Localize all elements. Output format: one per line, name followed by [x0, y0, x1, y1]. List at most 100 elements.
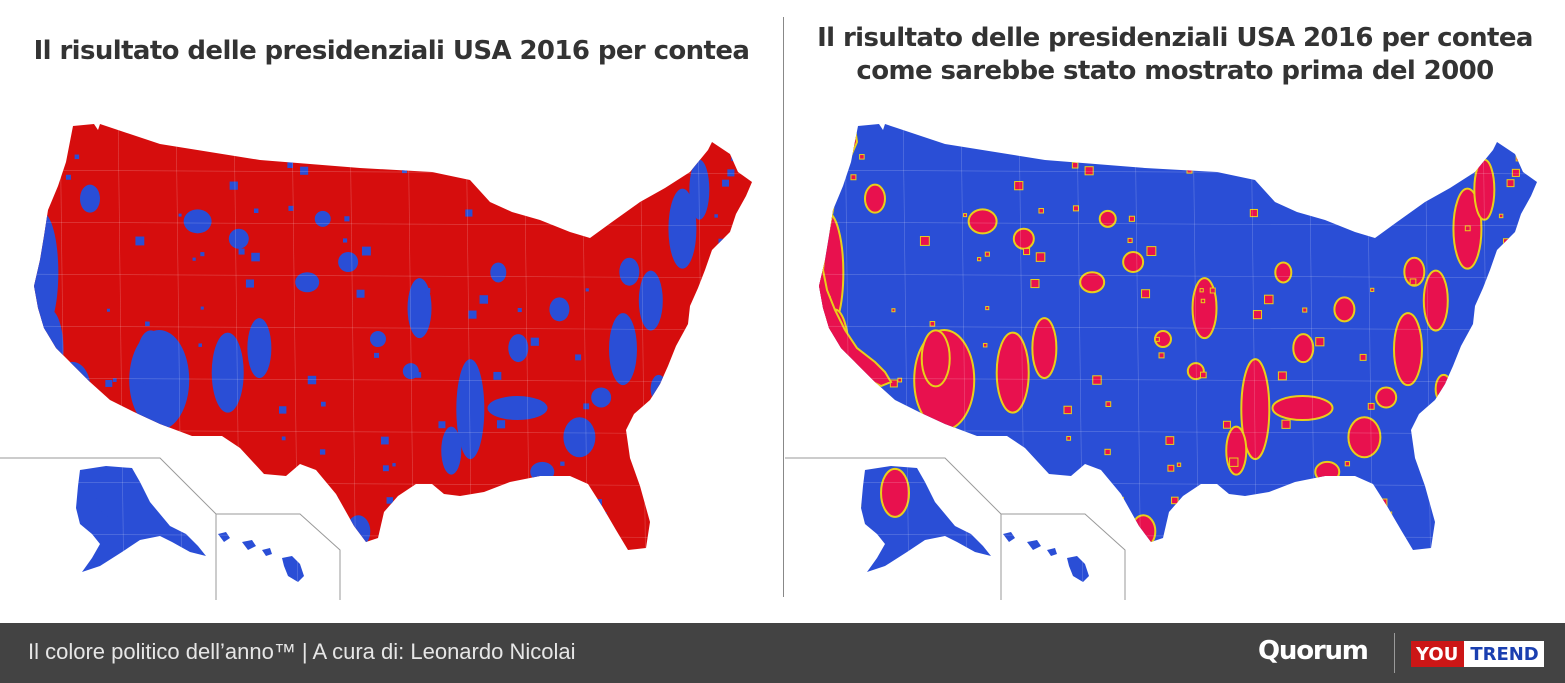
- quorum-logo: Quorum: [1258, 636, 1369, 666]
- county-cluster-right-18: [1422, 269, 1449, 332]
- footer-credit: Il colore politico dell’anno™ | A cura d…: [28, 639, 576, 664]
- county-blobs-right: [819, 126, 1526, 549]
- county-speck-right-35: [897, 377, 903, 383]
- county-cluster-left-34: [314, 210, 331, 227]
- county-speck-right-38: [1514, 268, 1519, 274]
- county-cluster-left-25: [346, 515, 371, 548]
- county-cluster-left-32: [402, 363, 419, 380]
- county-speck-left-11: [253, 208, 259, 213]
- county-speck-right-86: [998, 481, 1006, 489]
- county-speck-left-33: [510, 140, 516, 146]
- county-speck-left-75: [370, 337, 375, 342]
- county-speck-left-55: [293, 153, 298, 158]
- county-speck-left-32: [356, 289, 365, 298]
- county-speck-left-13: [705, 358, 709, 362]
- county-speck-right-28: [1171, 496, 1179, 505]
- county-speck-right-59: [1222, 420, 1231, 429]
- county-speck-right-76: [1200, 371, 1207, 379]
- county-speck-left-79: [74, 154, 80, 160]
- county-speck-left-12: [558, 172, 563, 177]
- county-cluster-right-33: [1274, 261, 1293, 284]
- county-speck-left-34: [331, 497, 339, 505]
- county-speck-left-53: [444, 458, 453, 467]
- county-speck-left-84: [718, 238, 725, 246]
- county-speck-right-52: [1302, 307, 1308, 313]
- county-speck-right-72: [1359, 353, 1367, 361]
- county-speck-left-35: [112, 378, 117, 382]
- county-speck-right-1: [1482, 293, 1492, 303]
- county-cluster-left-10: [295, 272, 320, 293]
- county-speck-right-41: [1066, 435, 1072, 441]
- county-speck-right-14: [1071, 161, 1079, 169]
- county-speck-left-71: [251, 252, 260, 262]
- county-speck-right-7: [1515, 151, 1526, 162]
- county-speck-left-80: [307, 375, 317, 385]
- county-speck-right-87: [889, 379, 898, 388]
- county-cluster-right-14: [1225, 425, 1248, 476]
- county-speck-left-42: [245, 279, 254, 288]
- county-speck-left-15: [295, 504, 303, 512]
- county-speck-right-11: [1038, 208, 1044, 214]
- county-speck-left-87: [105, 380, 113, 387]
- county-speck-left-81: [617, 184, 626, 194]
- county-speck-left-58: [229, 181, 238, 190]
- county-speck-left-66: [65, 174, 71, 180]
- county-speck-left-10: [200, 306, 204, 310]
- county-speck-left-59: [438, 421, 446, 429]
- county-speck-left-17: [656, 393, 663, 400]
- county-speck-right-66: [850, 174, 857, 181]
- county-speck-left-23: [300, 166, 309, 175]
- county-speck-left-49: [727, 169, 735, 177]
- county-cluster-left-33: [490, 262, 507, 283]
- county-speck-right-85: [833, 360, 840, 367]
- county-speck-right-20: [919, 236, 930, 246]
- county-speck-right-44: [1128, 215, 1135, 222]
- county-speck-left-29: [585, 288, 589, 292]
- county-speck-right-77: [854, 500, 862, 508]
- county-speck-left-4: [722, 179, 730, 187]
- county-speck-right-48: [1072, 205, 1079, 212]
- logo-separator: [1394, 633, 1395, 673]
- county-cluster-right-25: [1130, 514, 1157, 549]
- county-cluster-right-26: [1075, 479, 1098, 506]
- county-speck-right-34: [1116, 496, 1124, 505]
- county-speck-right-5: [1277, 371, 1287, 381]
- county-speck-right-24: [1252, 310, 1263, 320]
- county-speck-right-29: [1370, 287, 1375, 292]
- county-speck-right-3: [1344, 461, 1351, 467]
- county-speck-right-26: [1409, 278, 1417, 286]
- county-speck-right-82: [1378, 498, 1388, 508]
- county-speck-right-68: [1104, 448, 1111, 456]
- county-speck-left-54: [272, 480, 281, 488]
- county-speck-right-22: [1167, 464, 1175, 472]
- county-speck-left-41: [281, 436, 286, 441]
- county-cluster-left-15: [487, 396, 548, 421]
- county-cluster-right-32: [1186, 362, 1205, 381]
- county-speck-right-0: [1199, 288, 1204, 293]
- county-speck-right-16: [1105, 401, 1112, 407]
- county-speck-left-65: [374, 352, 380, 358]
- county-speck-right-89: [1017, 142, 1023, 148]
- county-speck-right-4: [1506, 179, 1515, 188]
- county-speck-left-51: [200, 252, 205, 257]
- county-speck-right-88: [1498, 213, 1504, 219]
- county-cluster-left-6: [247, 318, 272, 379]
- county-cluster-left-28: [181, 490, 202, 511]
- county-speck-left-19: [621, 152, 625, 156]
- county-speck-right-54: [1057, 479, 1066, 489]
- county-cluster-right-15: [1271, 395, 1334, 422]
- panel-divider: [783, 17, 784, 597]
- county-cluster-right-28: [965, 489, 988, 512]
- county-cluster-right-34: [1098, 209, 1117, 228]
- alaska-left: [76, 466, 206, 572]
- county-speck-left-21: [425, 288, 431, 293]
- county-speck-left-63: [401, 168, 408, 174]
- alaska-right: [861, 466, 991, 572]
- county-speck-left-39: [465, 209, 473, 217]
- county-cluster-left-21: [619, 257, 640, 286]
- county-speck-left-26: [625, 278, 631, 285]
- county-cluster-left-12: [407, 278, 432, 339]
- left-map-title: Il risultato delle presidenziali USA 201…: [33, 36, 750, 66]
- county-speck-right-37: [1504, 485, 1512, 492]
- county-speck-right-83: [1315, 337, 1325, 347]
